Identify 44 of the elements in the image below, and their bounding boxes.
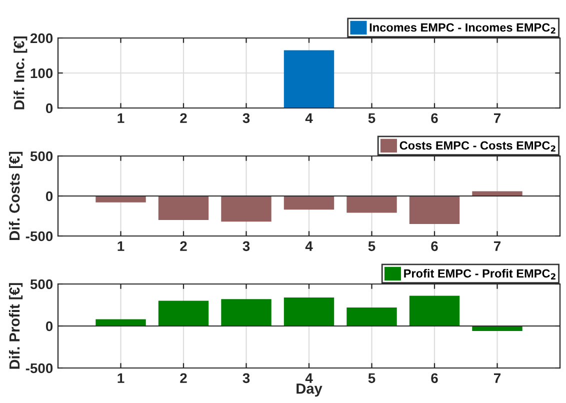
x-axis-title: Day: [296, 384, 322, 397]
legend-label: Costs EMPC - Costs EMPC$_{2}$: [400, 141, 556, 152]
x-tick-label: 3: [242, 241, 250, 252]
x-tick-label: 6: [431, 113, 438, 124]
y-tick-label: 500: [30, 279, 53, 290]
x-tick-label: 7: [494, 373, 500, 383]
x-tick-label: 1: [118, 241, 124, 251]
y-tick-label: 100: [30, 68, 53, 78]
x-tick-label: 2: [180, 113, 187, 123]
x-tick-label: 1: [118, 373, 124, 383]
y-axis-title: Dif. Inc. [€]: [14, 36, 28, 110]
y-tick-label: -500: [26, 231, 53, 242]
x-tick-label: 3: [242, 373, 250, 384]
bar: [158, 300, 209, 326]
bar: [472, 326, 522, 332]
y-tick-label: 200: [30, 33, 53, 44]
bar: [284, 297, 334, 326]
x-tick-label: 3: [242, 113, 250, 124]
x-tick-label: 6: [431, 241, 438, 252]
x-tick-label: 2: [180, 373, 187, 383]
legend-label: Incomes EMPC - Incomes EMPC$_{2}$: [370, 23, 556, 34]
bar: [346, 308, 397, 326]
x-tick-label: 2: [180, 241, 187, 251]
x-tick-label: 5: [368, 113, 376, 124]
bar: [409, 296, 460, 326]
legend-label: Profit EMPC - Profit EMPC$_{2}$: [404, 268, 556, 280]
y-tick-label: 0: [46, 103, 53, 114]
x-tick-label: 5: [368, 241, 376, 252]
x-tick-label: 7: [494, 241, 500, 251]
y-tick-label: 0: [46, 321, 53, 332]
y-tick-label: 0: [46, 191, 53, 202]
x-tick-label: 1: [118, 113, 124, 123]
x-tick-label: 4: [305, 373, 313, 383]
y-axis-title: Dif. Profit [€]: [8, 283, 23, 369]
bar: [221, 299, 272, 326]
bar: [96, 319, 146, 326]
y-axis-title: Dif. Costs [€]: [8, 152, 23, 240]
x-tick-label: 6: [431, 373, 438, 384]
x-tick-label: 4: [305, 241, 313, 251]
y-tick-label: 500: [30, 151, 53, 162]
x-tick-label: 5: [368, 373, 376, 384]
y-tick-label: -500: [26, 363, 53, 374]
x-tick-label: 7: [494, 113, 500, 123]
x-tick-label: 4: [305, 113, 313, 123]
